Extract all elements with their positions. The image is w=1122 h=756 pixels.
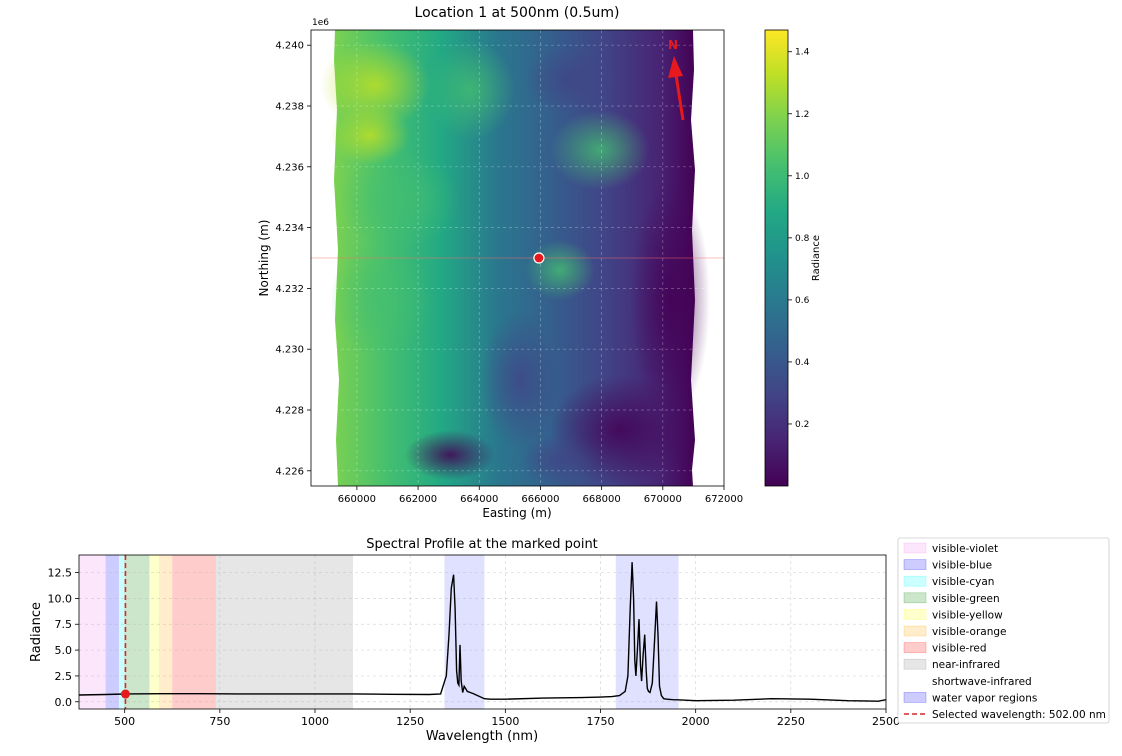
map-x-axis: 660000 662000 664000 666000 668000 670000 6720… (338, 486, 743, 505)
legend-swatch (903, 609, 927, 620)
spectral-x-tick-label: 1000 (301, 715, 329, 728)
legend-label: visible-blue (932, 560, 992, 572)
spectral-y-tick-label: 10.0 (48, 592, 73, 605)
legend-swatch (903, 592, 927, 604)
band-visible-green (124, 555, 150, 709)
spectral-y-tick-label: 2.5 (55, 670, 73, 683)
map-y-axis: 4.226 4.228 4.230 4.232 4.234 4.236 4.238 4.240 (275, 41, 311, 477)
spectral-y-axis: 0.0 2.5 5.0 7.5 10.0 12.5 (48, 567, 79, 709)
map-title: Location 1 at 500nm (0.5um) (415, 5, 620, 21)
band-visible-violet (79, 555, 106, 709)
selected-wavelength-point (120, 689, 130, 699)
legend-frame (897, 537, 1110, 724)
map-y-tick-label: 4.226 (275, 466, 304, 477)
spectral-x-tick-label: 1750 (587, 715, 615, 728)
legend-swatch (903, 575, 927, 587)
spectral-x-tick-label: 2000 (682, 715, 710, 728)
spectral-legend: visible-violet visible-blue visible-cyan vi… (897, 537, 1110, 724)
legend-label: visible-green (932, 593, 1000, 605)
spectral-x-tick-label: 1500 (491, 715, 519, 728)
legend-swatch (903, 542, 927, 554)
spectral-y-tick-label: 7.5 (55, 618, 73, 631)
legend-label: visible-cyan (932, 576, 994, 588)
map-x-tick-label: 662000 (399, 494, 437, 505)
map-axes-frame (310, 29, 725, 487)
map-x-label: Easting (m) (482, 506, 551, 520)
terrain-texture (320, 40, 710, 485)
spectral-y-tick-label: 12.5 (48, 567, 73, 580)
spectral-x-label: Wavelength (nm) (426, 729, 538, 744)
colorbar-tick-label: 1.2 (795, 110, 809, 120)
radiance-image (311, 30, 724, 486)
legend-swatch (903, 692, 927, 703)
map-y-label: Northing (m) (257, 220, 271, 297)
legend-label: visible-red (932, 643, 987, 655)
legend-label: Selected wavelength: 502.00 nm (932, 709, 1106, 721)
map-y-tick-label: 4.228 (275, 406, 304, 417)
spectral-profile-line (79, 562, 886, 702)
water-vapor-region (444, 555, 485, 709)
legend-label: shortwave-infrared (932, 676, 1032, 688)
colorbar-tick-label: 0.8 (795, 234, 810, 244)
map-x-tick-label: 666000 (521, 494, 559, 505)
spectral-x-tick-label: 750 (209, 715, 230, 728)
spectral-y-tick-label: 0.0 (55, 696, 73, 709)
legend-swatch (903, 642, 927, 653)
map-y-tick-label: 4.232 (275, 284, 304, 295)
legend-label: visible-violet (932, 543, 998, 555)
legend-label: visible-orange (932, 626, 1007, 638)
colorbar-tick-label: 0.4 (795, 358, 810, 368)
marked-point (533, 252, 545, 264)
band-visible-red (172, 555, 217, 709)
colorbar-tick-label: 1.0 (795, 172, 810, 182)
map-panel: Location 1 at 500nm (0.5um) (257, 5, 822, 520)
spectral-bands (79, 555, 886, 709)
legend-label: visible-yellow (932, 609, 1003, 621)
spectral-y-tick-label: 5.0 (55, 644, 73, 657)
band-near-infrared (216, 555, 354, 709)
band-visible-orange (158, 555, 173, 709)
map-x-tick-label: 670000 (644, 494, 682, 505)
band-visible-blue (105, 555, 119, 709)
map-x-tick-label: 672000 (705, 494, 743, 505)
spectral-axes-frame (78, 554, 887, 710)
band-shortwave-infrared (353, 555, 886, 709)
colorbar-label: Radiance (811, 235, 822, 281)
spectral-y-label: Radiance (29, 602, 44, 662)
north-arrow-label: N (668, 38, 678, 52)
spectral-panel: Spectral Profile at the marked point 500… (29, 537, 1110, 744)
map-y-offset-label: 1e6 (312, 18, 329, 28)
legend-swatch (903, 658, 927, 670)
band-visible-cyan (118, 555, 125, 709)
colorbar-ticks: 0.2 0.4 0.6 0.8 1.0 1.2 1.4 (788, 48, 810, 430)
colorbar-tick-label: 1.4 (795, 48, 810, 58)
map-y-tick-label: 4.236 (275, 162, 304, 173)
map-x-tick-label: 660000 (338, 494, 376, 505)
spectral-x-tick-label: 2250 (777, 715, 805, 728)
spectral-x-tick-label: 1250 (396, 715, 424, 728)
spectral-title: Spectral Profile at the marked point (366, 537, 598, 552)
colorbar: 0.2 0.4 0.6 0.8 1.0 1.2 1.4 Radiance (764, 29, 822, 487)
legend-swatch (903, 559, 927, 570)
spectral-x-tick-label: 2500 (872, 715, 900, 728)
band-visible-yellow (149, 555, 159, 709)
map-y-tick-label: 4.238 (275, 102, 304, 113)
map-x-tick-label: 664000 (460, 494, 498, 505)
map-y-tick-label: 4.230 (275, 345, 304, 356)
spectral-grid (79, 555, 886, 709)
colorbar-tick-label: 0.2 (795, 420, 809, 430)
legend-swatch (903, 625, 927, 637)
north-arrow: N (668, 38, 685, 121)
legend-label: near-infrared (932, 659, 1000, 671)
spectral-x-axis: 500 750 1000 1250 1500 1750 2000 2250 2500 (114, 709, 900, 728)
colorbar-tick-label: 0.6 (795, 296, 810, 306)
map-x-tick-label: 668000 (583, 494, 621, 505)
spectral-x-tick-label: 500 (114, 715, 135, 728)
map-y-tick-label: 4.240 (275, 41, 304, 52)
colorbar-gradient (764, 29, 789, 487)
map-y-tick-label: 4.234 (275, 223, 304, 234)
legend-label: water vapor regions (932, 692, 1037, 704)
